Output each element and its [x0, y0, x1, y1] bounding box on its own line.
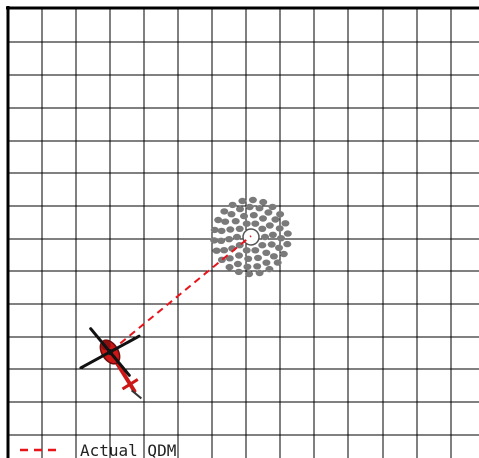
beacon-dot: [243, 263, 252, 270]
helicopter-tail-rotor: [121, 378, 139, 391]
beacon-dot: [217, 237, 226, 244]
beacon-dot: [225, 255, 234, 262]
beacon-dot: [245, 203, 254, 211]
beacon-dot: [233, 260, 242, 268]
beacon-dot: [267, 241, 276, 248]
beacon-dot: [249, 212, 258, 219]
beacon-dot: [210, 237, 219, 244]
beacon-dot: [258, 242, 267, 249]
beacon-dot: [238, 197, 247, 205]
beacon-dot: [251, 247, 260, 254]
beacon-dot: [258, 225, 267, 232]
beacon-dot-ring-icon: [210, 196, 292, 278]
beacon-dot: [281, 220, 290, 227]
beacon-dot: [225, 263, 234, 271]
beacon-dot: [275, 225, 284, 232]
beacon-dot: [253, 263, 262, 270]
beacon-dot: [283, 240, 292, 248]
beacon-dot: [245, 270, 254, 278]
beacon-dot: [235, 252, 243, 259]
beacon-dot: [236, 205, 244, 213]
beacon-dot: [233, 233, 241, 241]
beacon-dot: [269, 253, 278, 260]
beacon-dot: [255, 269, 264, 277]
beacon-dot: [221, 218, 230, 225]
beacon-dot: [275, 244, 283, 251]
beacon-dot: [244, 255, 253, 262]
beacon-dot: [259, 198, 268, 206]
beacon-dot: [240, 212, 248, 220]
beacon-dot: [248, 196, 257, 204]
helicopter-rotor-hub: [107, 349, 113, 355]
beacon-dot: [259, 215, 267, 222]
actual-qdm-line: [110, 235, 252, 352]
beacon-dot: [271, 216, 280, 223]
beacon-dot: [273, 259, 282, 266]
legend: Actual QDM: [20, 441, 176, 458]
beacon-dot: [210, 226, 219, 234]
beacon-dot: [255, 205, 264, 212]
beacon-dot: [235, 225, 244, 232]
legend-label: Actual QDM: [80, 441, 176, 458]
beacon-dot: [227, 211, 236, 218]
beacon-dot: [262, 259, 271, 266]
beacon-dot: [231, 218, 240, 225]
beacon-dot: [264, 209, 273, 216]
beacon-dot: [228, 201, 237, 209]
beacon-dot: [261, 233, 269, 241]
helicopter-icon: [79, 327, 143, 400]
beacon-dot: [268, 231, 277, 238]
helicopter-tail-fin: [130, 389, 143, 400]
beacon-dot: [276, 211, 285, 218]
grid: [8, 8, 479, 458]
beacon-dot: [214, 216, 223, 224]
beacon-dot: [262, 249, 271, 256]
beacon-dot: [277, 235, 285, 242]
beacon-dot: [265, 222, 274, 229]
beacon-dot: [220, 208, 229, 215]
beacon-dot: [220, 247, 229, 254]
beacon-dot: [225, 236, 234, 243]
beacon-dot: [217, 227, 226, 235]
beacon-dot: [242, 247, 251, 254]
beacon-dot: [283, 230, 292, 237]
beacon-dot: [279, 250, 288, 258]
beacon-dot: [226, 226, 235, 233]
beacon-dot: [242, 220, 251, 227]
beacon-dot: [254, 254, 262, 262]
beacon-dot: [268, 203, 277, 211]
beacon-dot: [265, 265, 274, 273]
beacon-dot: [234, 268, 243, 276]
beacon-dot: [251, 220, 260, 227]
beacon-dot: [212, 247, 221, 254]
